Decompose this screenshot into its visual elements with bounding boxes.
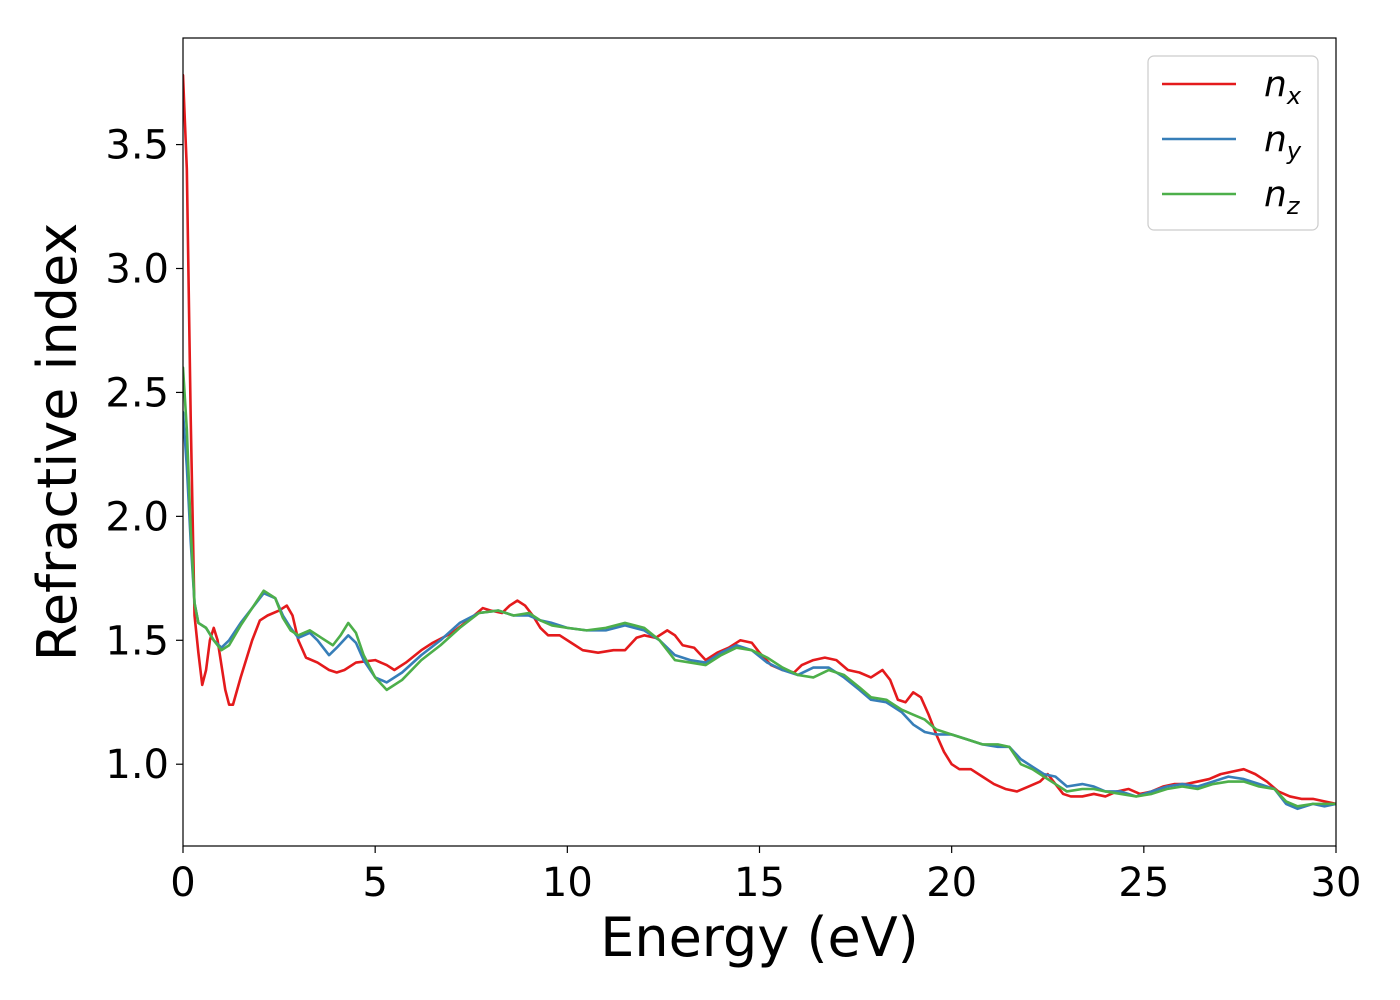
x-tick-label: 25 xyxy=(1118,860,1169,906)
series-lines xyxy=(183,73,1336,811)
x-tick-label: 30 xyxy=(1311,860,1362,906)
legend: nx ny nz xyxy=(1147,55,1319,231)
y-tick-label: 3.0 xyxy=(105,247,169,293)
series-line-n-y xyxy=(183,410,1336,811)
x-axis-title: Energy (eV) xyxy=(600,906,919,969)
y-axis-title: Refractive index xyxy=(26,223,89,662)
legend-label: nx xyxy=(1264,64,1302,110)
legend-item-n-y: ny xyxy=(1162,119,1302,165)
y-tick-label: 1.5 xyxy=(105,618,169,664)
x-tick-label: 20 xyxy=(926,860,977,906)
legend-label: ny xyxy=(1264,119,1302,165)
y-tick-label: 1.0 xyxy=(105,742,169,788)
x-tick-label: 5 xyxy=(362,860,387,906)
legend-box xyxy=(1147,55,1319,231)
y-tick-label: 3.5 xyxy=(105,123,169,169)
x-axis: 0 5 10 15 20 25 30 xyxy=(170,846,1361,906)
series-line-n-x xyxy=(183,73,1336,806)
x-tick-label: 15 xyxy=(734,860,785,906)
legend-item-n-x: nx xyxy=(1162,64,1302,110)
y-tick-label: 2.5 xyxy=(105,370,169,416)
y-tick-label: 2.0 xyxy=(105,494,169,540)
y-axis: 1.0 1.5 2.0 2.5 3.0 3.5 xyxy=(105,123,183,788)
x-tick-label: 0 xyxy=(170,860,195,906)
legend-item-n-z: nz xyxy=(1162,174,1301,220)
legend-label: nz xyxy=(1264,174,1301,220)
x-tick-label: 10 xyxy=(542,860,593,906)
series-line-n-z xyxy=(183,366,1336,808)
